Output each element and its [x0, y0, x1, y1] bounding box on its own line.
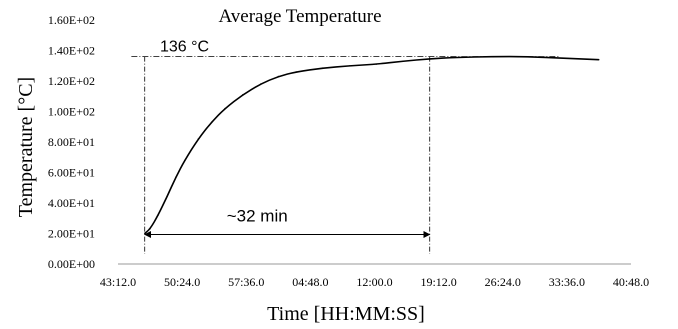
data-point: [184, 159, 186, 161]
series-group: [144, 55, 600, 235]
data-point: [166, 196, 168, 198]
y-tick-label: 0.00E+00: [48, 257, 95, 271]
x-tick-label: 19:12.0: [420, 275, 456, 289]
y-tick-label: 1.60E+02: [48, 13, 95, 27]
x-tick-label: 33:36.0: [549, 275, 585, 289]
data-point: [175, 176, 177, 178]
y-axis-label: Temperature [°C]: [15, 77, 37, 217]
x-tick-label: 43:12.0: [100, 275, 136, 289]
data-point: [322, 67, 324, 69]
y-tick-label: 1.40E+02: [48, 44, 95, 58]
data-point: [402, 60, 404, 62]
y-axis-ticks: 0.00E+00 2.00E+01 4.00E+01 6.00E+01 8.00E+01…: [48, 13, 95, 271]
data-point: [210, 121, 213, 123]
data-point: [429, 58, 431, 60]
data-point: [527, 56, 529, 58]
data-point: [455, 56, 457, 59]
data-point: [149, 228, 151, 230]
y-tick-label: 2.00E+01: [48, 227, 95, 241]
data-point: [224, 107, 226, 110]
x-tick-label: 57:36.0: [228, 275, 264, 289]
reference-label: 136 °C: [160, 39, 209, 56]
y-tick-label: 4.00E+01: [48, 196, 95, 210]
x-axis-label: Time [HH:MM:SS]: [267, 303, 425, 325]
span-label: ~32 min: [227, 207, 288, 226]
data-point: [295, 71, 297, 73]
data-point: [349, 65, 351, 67]
chart-title: Average Temperature: [218, 6, 381, 27]
x-tick-label: 50:24.0: [164, 275, 200, 289]
y-tick-label: 1.00E+02: [48, 105, 95, 119]
data-point: [259, 83, 262, 85]
data-point: [598, 59, 600, 61]
x-tick-label: 40:48.0: [613, 275, 649, 289]
annotations: 136 °C ~32 min: [131, 39, 560, 254]
data-point: [242, 94, 244, 96]
y-tick-label: 6.00E+01: [48, 166, 95, 180]
x-tick-label: 04:48.0: [292, 275, 328, 289]
series-line: [144, 55, 599, 235]
data-point: [562, 57, 564, 59]
data-point: [375, 63, 377, 65]
y-tick-label: 1.20E+02: [48, 74, 95, 88]
data-point: [277, 75, 279, 77]
x-tick-label: 26:24.0: [485, 275, 521, 289]
y-tick-label: 8.00E+01: [48, 135, 95, 149]
data-point: [144, 232, 146, 235]
data-point: [197, 138, 199, 140]
data-point: [491, 56, 493, 58]
data-point: [157, 214, 159, 216]
x-axis-ticks: 43:12.0 50:24.0 57:36.0 04:48.0 12:00.0 19:12…: [100, 275, 649, 289]
x-tick-label: 12:00.0: [356, 275, 392, 289]
